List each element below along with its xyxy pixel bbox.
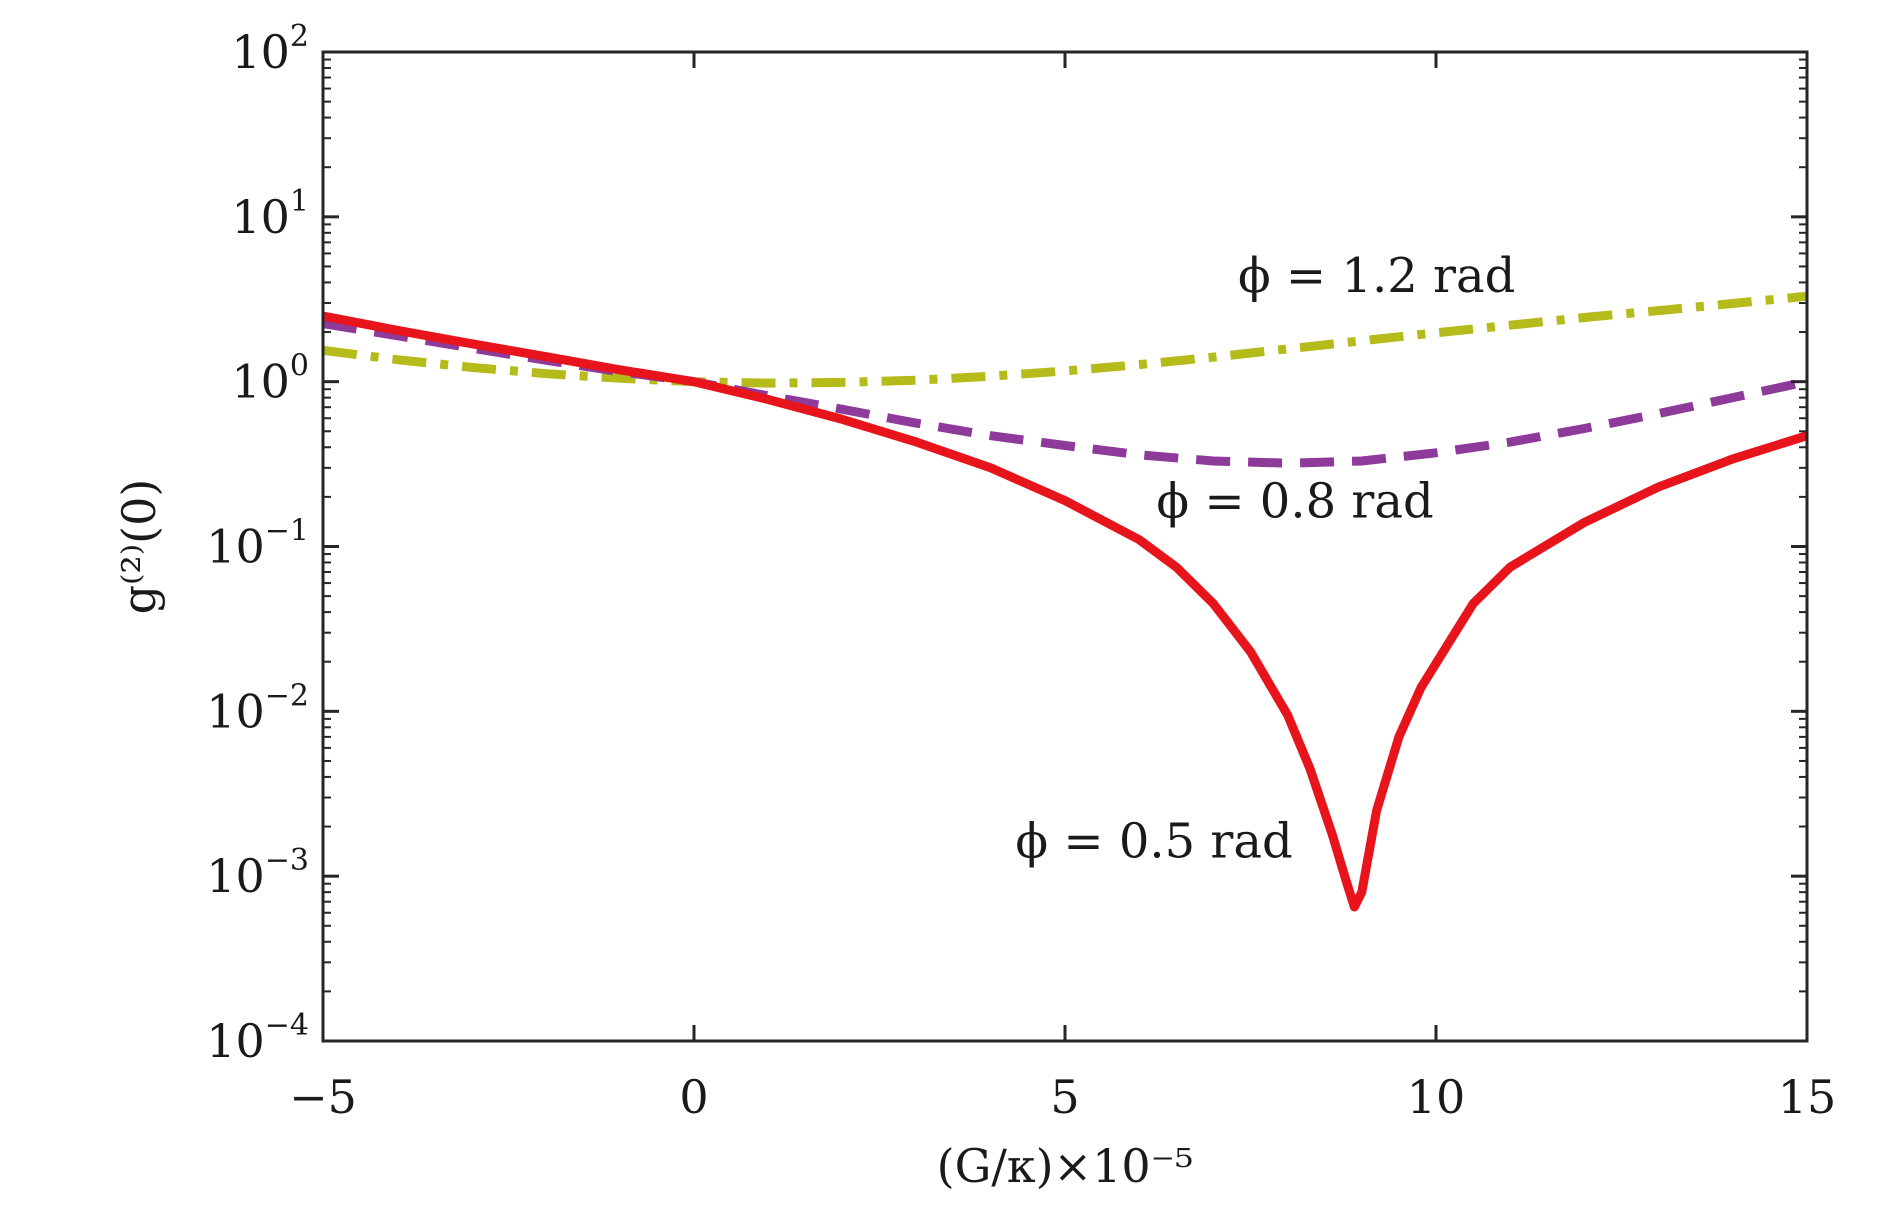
plot-frame (321, 50, 1809, 1043)
y-tick-label: 101 (231, 184, 309, 244)
x-tick-label: 15 (1778, 1070, 1837, 1124)
series-line-1 (323, 291, 1807, 388)
x-axis-label: (G/κ)×10⁻⁵ (937, 1139, 1194, 1193)
y-tick-label: 102 (231, 19, 309, 79)
y-tick-label: 10−1 (206, 514, 309, 574)
axes-layer (321, 50, 1809, 1043)
y-tick-label: 10−3 (206, 843, 309, 903)
x-tick-label: −5 (289, 1070, 357, 1124)
series-line-3 (323, 311, 1807, 912)
y-axis-label: g⁽²⁾(0) (112, 479, 166, 615)
y-tick-label: 10−4 (206, 1008, 309, 1068)
labels-layer: −5 0 5 10 15 102 101 100 10−1 10−2 10−3 10−4 (G/κ)×1… (112, 19, 1836, 1193)
x-tick-label: 10 (1407, 1070, 1466, 1124)
series-annotation: ϕ = 0.5 rad (1015, 813, 1292, 869)
x-tick-label: 0 (679, 1070, 708, 1124)
y-tick-label: 100 (231, 349, 309, 409)
series-layer (323, 291, 1807, 912)
x-tick-label: 5 (1050, 1070, 1079, 1124)
series-annotation: ϕ = 1.2 rad (1238, 248, 1515, 304)
y-tick-label: 10−2 (206, 678, 309, 738)
series-line-2 (323, 319, 1807, 468)
series-annotation: ϕ = 0.8 rad (1156, 473, 1433, 529)
ticks-layer (321, 50, 1809, 1043)
